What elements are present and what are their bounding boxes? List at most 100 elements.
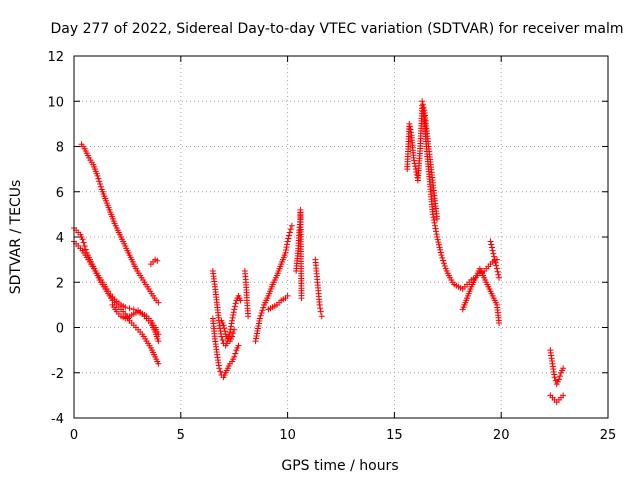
data-point (79, 236, 86, 243)
grid-lines (74, 56, 608, 418)
x-tick-label: 20 (493, 428, 510, 443)
data-point (81, 243, 88, 250)
data-point (431, 222, 438, 229)
data-point (282, 247, 289, 254)
data-point (126, 305, 133, 312)
data-point (317, 308, 324, 315)
data-point (420, 104, 427, 111)
data-point (237, 297, 244, 304)
data-point (437, 246, 444, 253)
y-tick-label: -2 (51, 367, 64, 382)
y-tick-label: 4 (56, 231, 64, 246)
data-point (556, 373, 563, 380)
data-point (440, 260, 447, 267)
data-point (231, 353, 238, 360)
data-point (97, 181, 104, 188)
data-point (496, 319, 503, 326)
data-point (284, 292, 291, 299)
data-point (494, 268, 501, 275)
data-point (94, 172, 101, 179)
data-point (229, 317, 236, 324)
data-point (435, 241, 442, 248)
data-point (433, 231, 440, 238)
data-point (488, 241, 495, 248)
data-point (495, 271, 502, 278)
data-point (230, 330, 237, 337)
data-point (431, 219, 438, 226)
data-point (441, 262, 448, 269)
data-point (434, 236, 441, 243)
data-point (229, 314, 236, 321)
data-point (221, 328, 228, 335)
data-point (220, 322, 227, 329)
data-point (439, 254, 446, 261)
data-point (430, 217, 437, 224)
data-point (218, 333, 225, 340)
data-point (219, 336, 226, 343)
data-point (412, 163, 419, 170)
data-point (433, 228, 440, 235)
data-point (434, 234, 441, 240)
data-point (318, 313, 325, 320)
data-point (231, 326, 238, 333)
data-point (97, 183, 104, 190)
data-point (286, 232, 293, 239)
y-tick-label: 6 (56, 186, 64, 201)
data-point (230, 312, 237, 319)
data-point (419, 98, 426, 105)
y-tick-label: 10 (47, 95, 64, 110)
data-point (560, 365, 567, 372)
data-point (256, 315, 263, 322)
data-point (440, 257, 447, 264)
data-point (555, 376, 562, 383)
y-tick-label: 12 (47, 50, 64, 65)
x-tick-label: 10 (279, 428, 296, 443)
y-tick-label: 8 (56, 141, 64, 156)
data-point (217, 368, 224, 375)
data-point (435, 239, 442, 246)
data-point (221, 325, 228, 332)
data-point (438, 252, 445, 259)
y-tick-label: 2 (56, 276, 64, 291)
x-tick-label: 5 (177, 428, 185, 443)
data-point (286, 229, 293, 236)
data-point (432, 225, 439, 232)
data-points (71, 98, 567, 406)
data-point (232, 350, 239, 357)
data-point (95, 175, 102, 182)
data-point (260, 304, 267, 311)
data-point (410, 154, 417, 161)
y-axis-label: SDTVAR / TECUs (8, 180, 24, 295)
data-point (406, 120, 413, 127)
data-point (284, 238, 291, 245)
data-point (407, 126, 414, 133)
data-point (437, 249, 444, 256)
data-point (491, 253, 498, 260)
data-point (235, 342, 242, 349)
data-point (155, 299, 162, 306)
data-point (228, 320, 235, 327)
data-point (496, 274, 503, 281)
x-tick-label: 0 (70, 428, 78, 443)
data-point (155, 338, 162, 345)
data-point (284, 241, 291, 248)
data-point (155, 331, 162, 338)
data-point (154, 257, 161, 264)
data-point (411, 157, 418, 164)
data-point (487, 238, 494, 245)
data-point (226, 329, 233, 336)
data-point (492, 259, 499, 266)
data-point (80, 239, 87, 246)
data-point (316, 301, 323, 308)
axis-ticks: 0 5 10 15 20 25 -4 -2 0 2 4 6 8 10 12 (47, 50, 616, 443)
data-point (490, 250, 497, 257)
x-axis-label: GPS time / hours (281, 458, 398, 474)
data-point (298, 295, 305, 302)
data-point (96, 178, 103, 185)
data-point (232, 300, 239, 307)
data-point (229, 333, 236, 340)
data-point (231, 306, 238, 313)
data-point (407, 129, 414, 136)
data-point (287, 226, 294, 233)
